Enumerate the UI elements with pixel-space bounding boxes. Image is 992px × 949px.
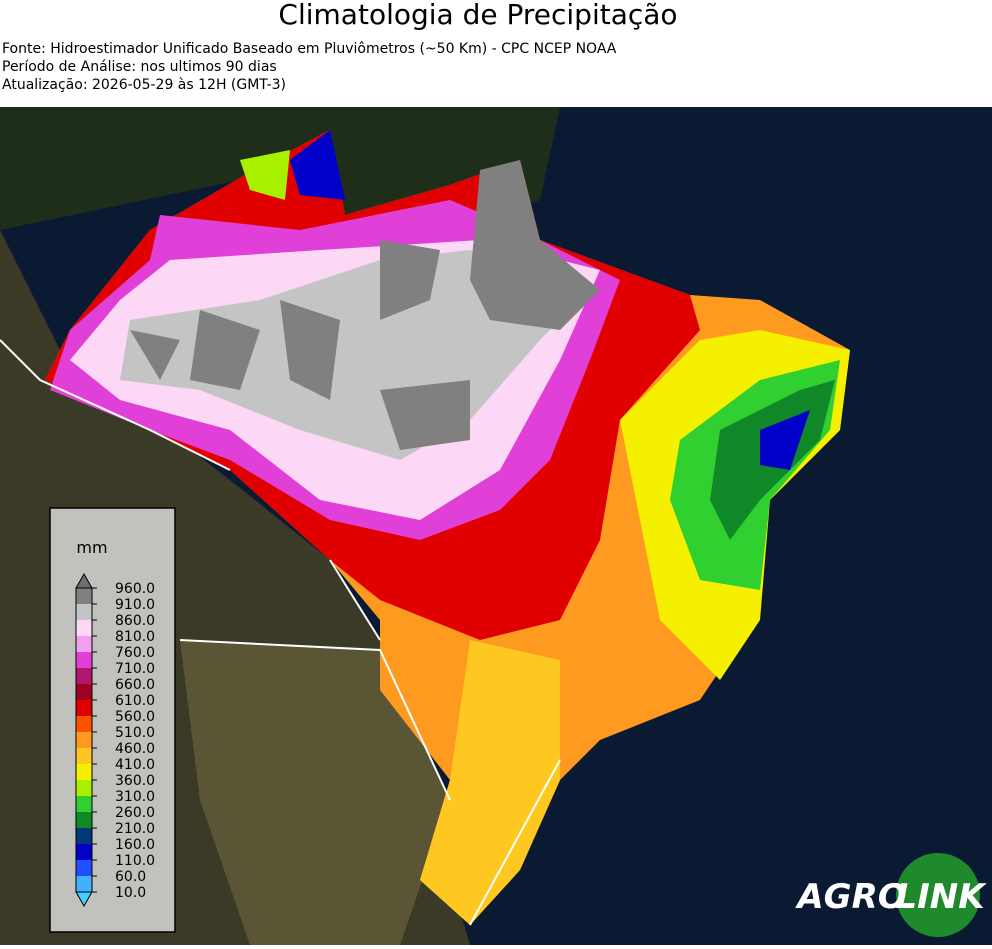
region (290, 130, 345, 200)
color-bin (76, 700, 92, 716)
legend-unit: mm (76, 538, 107, 557)
legend-label: 110.0 (115, 853, 155, 869)
title: Climatologia de Precipitação (278, 0, 677, 31)
color-bin (76, 860, 92, 876)
legend-label: 160.0 (115, 837, 155, 853)
color-bin (76, 668, 92, 684)
legend-label: 860.0 (115, 613, 155, 629)
color-bin (76, 636, 92, 652)
legend-label: 960.0 (115, 581, 155, 597)
color-bin (76, 764, 92, 780)
color-bin (76, 876, 92, 892)
legend: mm 960.0910.0860.0810.0760.0710.0660.061… (49, 507, 176, 933)
legend-label: 610.0 (115, 693, 155, 709)
info-line: Atualização: 2026-05-29 às 12H (GMT-3) (2, 77, 286, 93)
legend-label: 310.0 (115, 789, 155, 805)
color-bin (76, 796, 92, 812)
color-bin (76, 604, 92, 620)
legend-label: 560.0 (115, 709, 155, 725)
legend-label: 660.0 (115, 677, 155, 693)
color-bin (76, 748, 92, 764)
logo-text: AGRO (794, 877, 906, 917)
legend-label: 710.0 (115, 661, 155, 677)
legend-label: 910.0 (115, 597, 155, 613)
legend-label: 460.0 (115, 741, 155, 757)
color-bin (76, 812, 92, 828)
region (240, 150, 290, 200)
region (420, 640, 560, 925)
info-line: Fonte: Hidroestimador Unificado Baseado … (2, 41, 617, 57)
land (180, 640, 450, 945)
legend-label: 510.0 (115, 725, 155, 741)
color-bin (76, 652, 92, 668)
legend-label: 360.0 (115, 773, 155, 789)
region (120, 250, 590, 460)
legend-label: 760.0 (115, 645, 155, 661)
legend-label: 210.0 (115, 821, 155, 837)
legend-box (49, 507, 176, 933)
color-bin (76, 732, 92, 748)
legend-label: 260.0 (115, 805, 155, 821)
legend-label: 60.0 (115, 869, 146, 885)
logo-text: LINK (895, 877, 987, 917)
region (130, 160, 600, 450)
legend-label: 810.0 (115, 629, 155, 645)
logo: AGRO LINK (794, 853, 987, 937)
color-bin (76, 828, 92, 844)
color-bin (76, 716, 92, 732)
region (760, 410, 810, 470)
logo-circle (896, 853, 980, 937)
color-bin (76, 588, 92, 604)
legend-label: 410.0 (115, 757, 155, 773)
color-bin (76, 684, 92, 700)
color-bin (76, 780, 92, 796)
legend-label: 10.0 (115, 885, 146, 901)
color-bin (76, 844, 92, 860)
colorbar-frame (75, 587, 93, 893)
info-line: Período de Análise: nos ultimos 90 dias (2, 59, 277, 75)
border (0, 339, 561, 926)
color-bin (76, 620, 92, 636)
